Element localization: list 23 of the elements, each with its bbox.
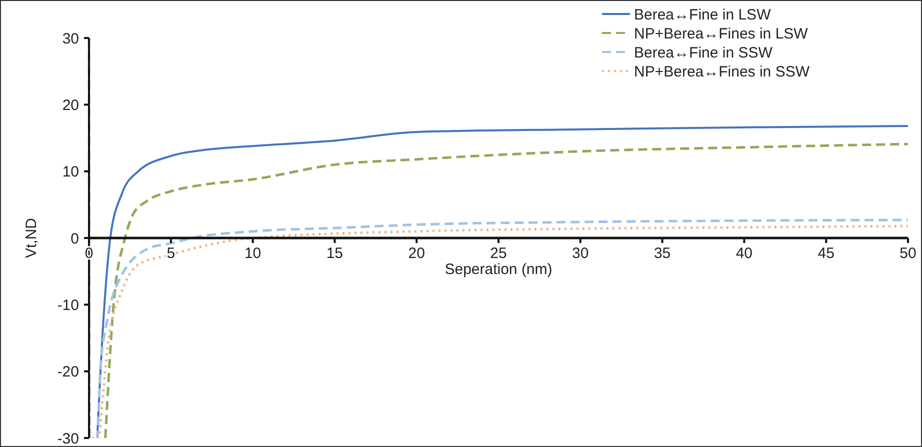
legend-label: NP+Berea↔Fines in LSW bbox=[634, 25, 809, 42]
legend-label: Berea↔Fine in SSW bbox=[634, 44, 774, 62]
x-tick-label: 45 bbox=[818, 245, 834, 262]
y-tick-label: 0 bbox=[70, 230, 79, 248]
x-tick-label: 15 bbox=[326, 245, 344, 262]
x-tick-label: 25 bbox=[490, 245, 507, 262]
y-tick-label: -10 bbox=[57, 296, 79, 314]
y-tick-label: 20 bbox=[62, 96, 79, 114]
y-tick-label: -20 bbox=[57, 364, 79, 381]
x-axis-title: Seperation (nm) bbox=[444, 261, 552, 278]
legend-label: NP+Berea↔Fines in SSW bbox=[634, 63, 810, 80]
y-tick-label: 10 bbox=[62, 164, 79, 181]
y-axis-title: Vt,ND bbox=[23, 218, 40, 258]
x-tick-label: 35 bbox=[654, 245, 671, 262]
x-tick-label: 30 bbox=[572, 245, 589, 262]
x-tick-label: 20 bbox=[408, 245, 425, 262]
legend-label: Berea↔Fine in LSW bbox=[634, 6, 772, 24]
x-tick-label: 50 bbox=[900, 245, 916, 262]
y-tick-label: 30 bbox=[62, 30, 79, 48]
x-tick-label: 40 bbox=[736, 245, 753, 262]
y-tick-label: -30 bbox=[57, 430, 79, 447]
x-tick-label: 10 bbox=[244, 245, 262, 262]
x-tick-label: 5 bbox=[166, 245, 176, 262]
